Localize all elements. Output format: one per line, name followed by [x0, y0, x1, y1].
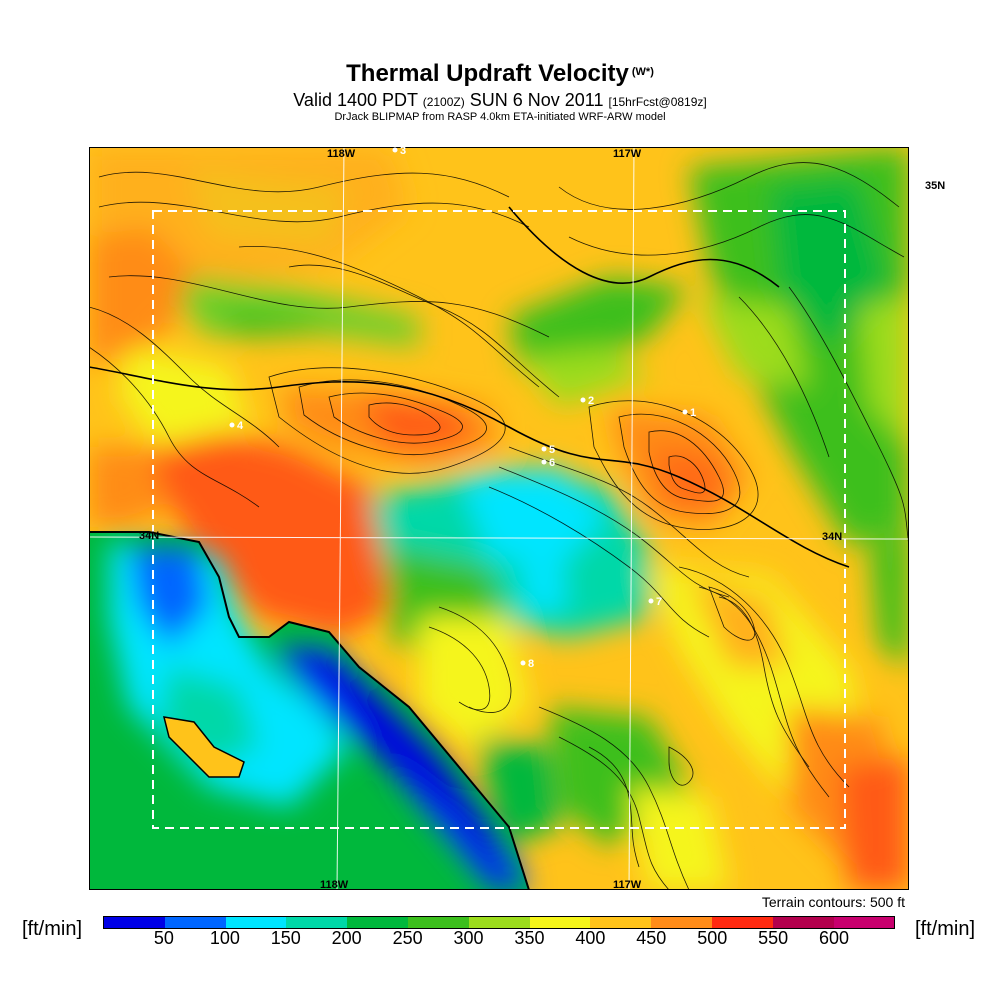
color-scale-swatch [407, 917, 469, 928]
station-8[interactable]: 8 [520, 658, 535, 670]
forecast-date: SUN 6 Nov 2011 [469, 90, 604, 110]
terrain-contours [89, 162, 909, 890]
color-scale-tick: 550 [758, 928, 789, 948]
color-scale-swatch [651, 917, 712, 928]
lat-label-35n-outside: 35N [925, 180, 946, 192]
forecast-run: [15hrFcst@0819z] [608, 95, 707, 109]
coastline [89, 531, 530, 890]
color-scale-swatch [286, 917, 348, 928]
thermal-map: 118W 117W 118W 117W 34N 34N 3 4 2 1 5 6 … [89, 147, 909, 890]
major-contours [89, 206, 850, 568]
unit-label-left: [ft/min] [22, 918, 83, 940]
color-scale-swatch [711, 917, 773, 928]
velocity-field [89, 147, 909, 890]
unit-label-right: [ft/min] [914, 918, 975, 940]
lon-label-117w-top: 117W [613, 148, 642, 160]
color-scale-swatch [529, 917, 591, 928]
station-4[interactable]: 4 [229, 420, 245, 432]
color-scale-tick: 450 [636, 928, 667, 948]
station-7[interactable]: 7 [648, 596, 663, 608]
color-scale-tick: 100 [209, 928, 240, 948]
color-scale-swatch [164, 917, 226, 928]
color-scale-tick: 350 [514, 928, 545, 948]
valid-time: Valid 1400 PDT [293, 90, 418, 110]
title-text: Thermal Updraft Velocity [346, 60, 629, 87]
svg-text:1: 1 [690, 407, 696, 419]
color-scale-tick: 300 [453, 928, 484, 948]
color-scale-ticks: 50 100 150 200 250 300 350 400 450 500 550 600 [103, 928, 895, 950]
color-scale-swatch [590, 917, 652, 928]
color-scale-swatch [468, 917, 530, 928]
lat-label-34n-west: 34N [139, 530, 159, 542]
svg-text:2: 2 [588, 395, 594, 407]
map-subtitle: Valid 1400 PDT (2100Z) SUN 6 Nov 2011 [1… [0, 90, 1000, 111]
svg-text:7: 7 [656, 596, 662, 608]
color-scale-swatch [225, 917, 287, 928]
color-scale-tick: 250 [392, 928, 423, 948]
terrain-contour-note: Terrain contours: 500 ft [761, 894, 905, 910]
color-scale-tick: 200 [331, 928, 362, 948]
station-markers: 3 4 2 1 5 6 7 8 [229, 147, 697, 670]
svg-text:5: 5 [549, 444, 555, 456]
model-credit: DrJack BLIPMAP from RASP 4.0km ETA-initi… [334, 111, 666, 123]
color-scale-tick: 50 [153, 928, 174, 948]
color-scale-swatch [772, 917, 834, 928]
color-scale-tick: 600 [819, 928, 850, 948]
color-scale-swatch [347, 917, 408, 928]
color-scale-swatch [104, 917, 165, 928]
svg-text:4: 4 [237, 420, 244, 432]
color-scale-swatch [833, 917, 895, 928]
title-symbol: (W*) [631, 66, 654, 78]
station-3[interactable]: 3 [392, 147, 407, 157]
lon-label-118w-top: 118W [327, 148, 356, 160]
inner-domain-box [152, 210, 846, 829]
lat-label-34n-east: 34N [822, 531, 842, 543]
color-scale-tick: 500 [697, 928, 728, 948]
color-scale-tick: 400 [575, 928, 606, 948]
map-title: Thermal Updraft Velocity (W*) [0, 60, 1000, 88]
station-2[interactable]: 2 [580, 395, 595, 407]
station-6[interactable]: 6 [541, 457, 556, 469]
svg-text:8: 8 [528, 658, 534, 670]
station-5[interactable]: 5 [541, 444, 556, 456]
lon-label-117w-bottom: 117W [613, 879, 642, 890]
color-scale-bar [103, 916, 896, 929]
station-1[interactable]: 1 [682, 407, 697, 419]
zulu-time: (2100Z) [422, 95, 465, 109]
svg-text:6: 6 [549, 457, 555, 469]
svg-text:3: 3 [400, 147, 406, 157]
lat-lon-grid [89, 147, 909, 890]
color-scale-tick: 150 [270, 928, 301, 948]
island [162, 716, 245, 778]
lon-label-118w-bottom: 118W [320, 879, 349, 890]
